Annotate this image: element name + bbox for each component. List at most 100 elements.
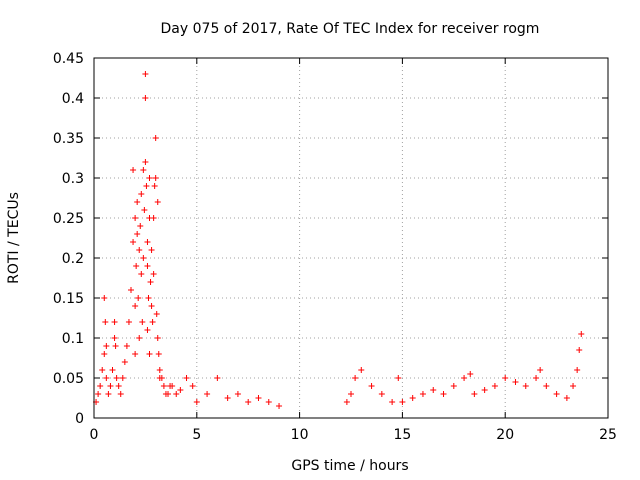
data-point bbox=[140, 255, 147, 261]
y-tick-label: 0.35 bbox=[53, 131, 84, 147]
x-tick-label: 0 bbox=[90, 427, 99, 443]
data-point bbox=[576, 347, 583, 353]
data-point bbox=[533, 375, 540, 381]
x-tick-label: 10 bbox=[291, 427, 309, 443]
data-point bbox=[471, 391, 478, 397]
data-point bbox=[481, 387, 488, 393]
data-point bbox=[113, 375, 120, 381]
plot-frame bbox=[93, 57, 609, 419]
data-point bbox=[146, 351, 153, 357]
data-point bbox=[139, 319, 146, 325]
data-point bbox=[138, 191, 145, 197]
data-point bbox=[148, 303, 155, 309]
data-point bbox=[115, 383, 122, 389]
data-point bbox=[169, 383, 176, 389]
data-point bbox=[103, 375, 110, 381]
x-tick-label: 20 bbox=[496, 427, 514, 443]
data-point bbox=[491, 383, 498, 389]
data-point bbox=[144, 239, 151, 245]
data-point bbox=[99, 367, 106, 373]
data-point bbox=[154, 335, 161, 341]
data-point bbox=[136, 335, 143, 341]
data-point bbox=[111, 335, 118, 341]
data-point bbox=[563, 395, 570, 401]
data-point bbox=[134, 199, 141, 205]
data-point bbox=[358, 367, 365, 373]
y-tick-label: 0.4 bbox=[62, 91, 84, 107]
data-point bbox=[95, 391, 102, 397]
data-point bbox=[276, 403, 283, 409]
data-point bbox=[119, 375, 126, 381]
data-point bbox=[109, 367, 116, 373]
data-point bbox=[130, 167, 137, 173]
x-tick-label: 5 bbox=[192, 427, 201, 443]
y-tick-label: 0.05 bbox=[53, 371, 84, 387]
data-point bbox=[140, 167, 147, 173]
data-point bbox=[135, 295, 142, 301]
data-point bbox=[101, 351, 108, 357]
data-point bbox=[144, 263, 151, 269]
data-point bbox=[440, 391, 447, 397]
data-point bbox=[368, 383, 375, 389]
data-point bbox=[255, 395, 262, 401]
data-point bbox=[389, 399, 396, 405]
data-point bbox=[148, 247, 155, 253]
y-tick-label: 0.15 bbox=[53, 291, 84, 307]
data-point bbox=[450, 383, 457, 389]
data-point bbox=[121, 359, 128, 365]
data-point bbox=[146, 175, 153, 181]
data-point bbox=[378, 391, 385, 397]
data-point bbox=[193, 399, 200, 405]
data-point bbox=[156, 367, 163, 373]
data-point bbox=[103, 343, 110, 349]
data-point bbox=[142, 159, 149, 165]
y-tick-label: 0.2 bbox=[62, 251, 84, 267]
data-point bbox=[399, 399, 406, 405]
data-point bbox=[430, 387, 437, 393]
data-point bbox=[133, 263, 140, 269]
data-point bbox=[154, 199, 161, 205]
data-points bbox=[93, 71, 585, 409]
y-tick-label: 0.25 bbox=[53, 211, 84, 227]
data-point bbox=[144, 327, 151, 333]
axis-ticks: 0 5 10 15 20 25 0 0.05 0.1 0.15 0.2 0.25 0.3 0.35 0.4 0… bbox=[53, 51, 617, 443]
data-point bbox=[137, 223, 144, 229]
data-point bbox=[574, 367, 581, 373]
data-point bbox=[150, 271, 157, 277]
data-point bbox=[151, 183, 158, 189]
data-point bbox=[134, 231, 141, 237]
data-point bbox=[153, 311, 160, 317]
data-point bbox=[409, 395, 416, 401]
data-point bbox=[102, 319, 109, 325]
data-point bbox=[183, 375, 190, 381]
data-point bbox=[132, 303, 139, 309]
data-point bbox=[189, 383, 196, 389]
data-point bbox=[265, 399, 272, 405]
data-point bbox=[204, 391, 211, 397]
data-point bbox=[132, 215, 139, 221]
data-point bbox=[543, 383, 550, 389]
data-point bbox=[419, 391, 426, 397]
data-point bbox=[578, 331, 585, 337]
data-point bbox=[97, 383, 104, 389]
data-point bbox=[352, 375, 359, 381]
data-point bbox=[125, 319, 132, 325]
data-point bbox=[149, 319, 156, 325]
data-point bbox=[177, 387, 184, 393]
data-point bbox=[343, 399, 350, 405]
data-point bbox=[522, 383, 529, 389]
data-point bbox=[105, 391, 112, 397]
data-point bbox=[245, 399, 252, 405]
data-point bbox=[553, 391, 560, 397]
data-point bbox=[537, 367, 544, 373]
y-tick-label: 0.1 bbox=[62, 331, 84, 347]
y-tick-label: 0.3 bbox=[62, 171, 84, 187]
data-point bbox=[158, 375, 165, 381]
data-point bbox=[152, 175, 159, 181]
data-point bbox=[234, 391, 241, 397]
data-point bbox=[136, 247, 143, 253]
data-point bbox=[152, 135, 159, 141]
y-tick-label: 0.45 bbox=[53, 51, 84, 67]
data-point bbox=[130, 239, 137, 245]
